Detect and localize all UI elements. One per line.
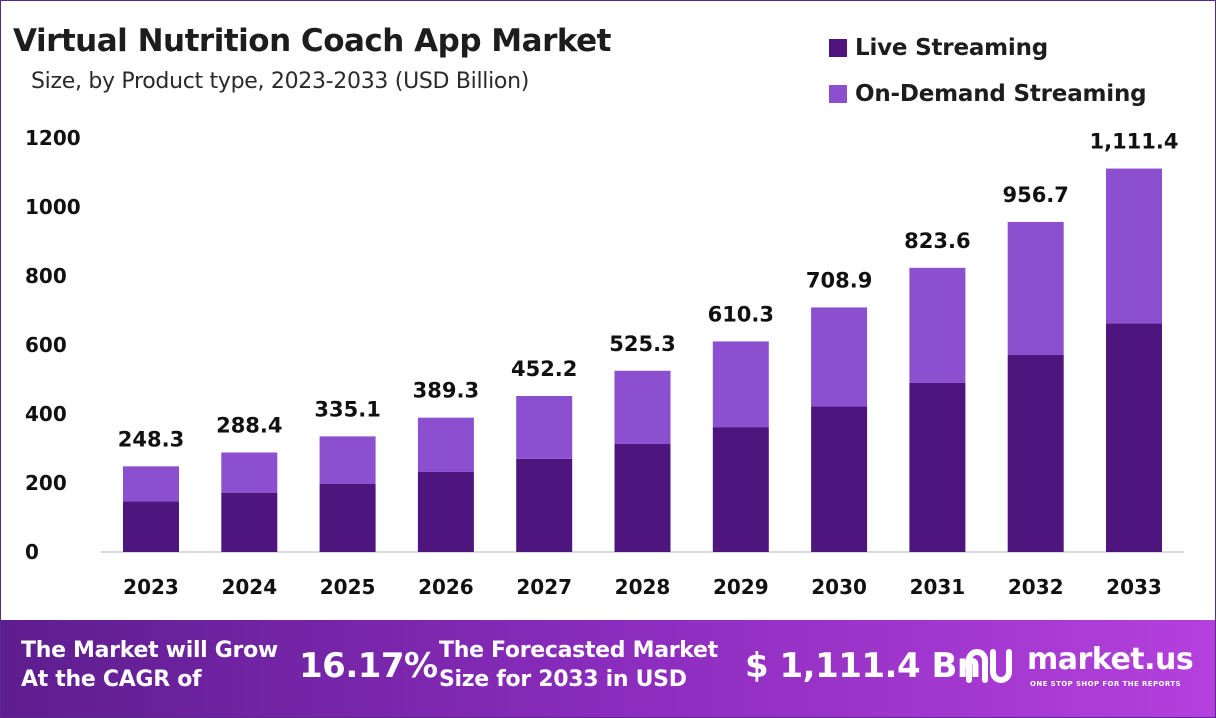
bar-segment-on-demand-streaming — [221, 452, 278, 493]
legend-item-live-streaming: Live Streaming — [829, 31, 1146, 64]
x-tick-label: 2030 — [811, 575, 867, 599]
bar-segment-on-demand-streaming — [1106, 168, 1162, 324]
bar-total-label: 823.6 — [904, 229, 970, 253]
bar-total-label: 708.9 — [806, 268, 872, 292]
x-tick-label: 2032 — [1008, 575, 1064, 599]
bar-total-label: 610.3 — [708, 302, 774, 326]
forecast-caption: The Forecasted Market Size for 2033 in U… — [439, 636, 718, 694]
bar-segment-live-streaming — [712, 427, 769, 552]
bar-segment-live-streaming — [1106, 323, 1162, 552]
cagr-caption-line-2: At the CAGR of — [21, 667, 202, 692]
bar-total-label: 248.3 — [118, 427, 184, 451]
x-tick-label: 2023 — [123, 575, 179, 599]
bar-segment-on-demand-streaming — [1007, 221, 1064, 355]
y-tick-label: 400 — [25, 402, 67, 426]
y-tick-label: 800 — [25, 264, 67, 288]
legend-swatch-live-streaming — [829, 38, 847, 57]
x-tick-label: 2033 — [1106, 575, 1162, 599]
bar-segment-on-demand-streaming — [123, 466, 179, 502]
y-tick-label: 1000 — [25, 195, 81, 219]
bar-total-label: 525.3 — [609, 332, 675, 356]
bar-segment-on-demand-streaming — [614, 370, 671, 445]
chart-title: Virtual Nutrition Coach App Market — [13, 23, 612, 59]
x-tick-label: 2031 — [910, 575, 966, 599]
bar-total-label: 389.3 — [413, 379, 479, 403]
forecast-caption-line-2: Size for 2033 in USD — [439, 667, 687, 692]
bar-segment-on-demand-streaming — [712, 341, 769, 428]
legend-item-on-demand-streaming: On-Demand Streaming — [829, 77, 1147, 110]
y-tick-label: 0 — [25, 540, 39, 564]
x-tick-label: 2028 — [615, 575, 671, 599]
legend-label-live-streaming: Live Streaming — [855, 34, 1049, 61]
chart-subtitle: Size, by Product type, 2023-2033 (USD Bi… — [31, 69, 530, 94]
x-tick-label: 2027 — [516, 575, 572, 599]
footer-banner: The Market will Grow At the CAGR of 16.1… — [1, 620, 1215, 717]
bar-total-label: 335.1 — [314, 397, 380, 421]
bar-total-label: 1,111.4 — [1089, 130, 1178, 154]
bar-segment-live-streaming — [123, 501, 179, 552]
bar-segment-live-streaming — [417, 471, 474, 552]
legend: Live Streaming On-Demand Streaming — [829, 31, 1147, 123]
bar-segment-on-demand-streaming — [516, 395, 573, 459]
y-tick-label: 600 — [25, 333, 67, 357]
brand-tagline: ONE STOP SHOP FOR THE REPORTS — [1030, 680, 1181, 688]
y-tick-label: 200 — [25, 471, 67, 495]
bar-segment-on-demand-streaming — [319, 436, 376, 484]
bar-segment-live-streaming — [221, 492, 278, 552]
bar-total-label: 452.2 — [511, 357, 577, 381]
bar-segment-live-streaming — [811, 406, 868, 552]
forecast-caption-line-1: The Forecasted Market — [439, 638, 718, 663]
x-tick-label: 2024 — [221, 575, 277, 599]
bar-segment-on-demand-streaming — [811, 307, 868, 407]
bar-segment-on-demand-streaming — [909, 267, 966, 383]
x-tick-label: 2029 — [713, 575, 769, 599]
market-us-logo-icon — [966, 649, 1012, 683]
y-tick-label: 1200 — [25, 126, 81, 150]
bar-segment-live-streaming — [909, 382, 966, 552]
cagr-caption: The Market will Grow At the CAGR of — [21, 636, 278, 694]
legend-swatch-on-demand-streaming — [829, 84, 847, 103]
bar-segment-live-streaming — [516, 458, 573, 552]
bar-total-label: 956.7 — [1002, 183, 1068, 207]
bar-segment-live-streaming — [1007, 354, 1064, 552]
forecast-value: $ 1,111.4 Bn — [745, 646, 981, 686]
bar-segment-on-demand-streaming — [417, 417, 474, 472]
bar-segment-live-streaming — [614, 444, 671, 552]
x-tick-label: 2026 — [418, 575, 474, 599]
bar-segment-live-streaming — [319, 483, 376, 552]
legend-label-on-demand-streaming: On-Demand Streaming — [855, 80, 1147, 107]
cagr-caption-line-1: The Market will Grow — [21, 638, 278, 663]
x-tick-label: 2025 — [320, 575, 376, 599]
cagr-value: 16.17% — [299, 646, 438, 686]
bar-chart: 0 200 400 600 800 1000 1200 248.3 2023 288.4 2024 3… — [25, 126, 1184, 599]
brand-name: market.us — [1027, 642, 1194, 677]
bar-total-label: 288.4 — [216, 414, 282, 438]
